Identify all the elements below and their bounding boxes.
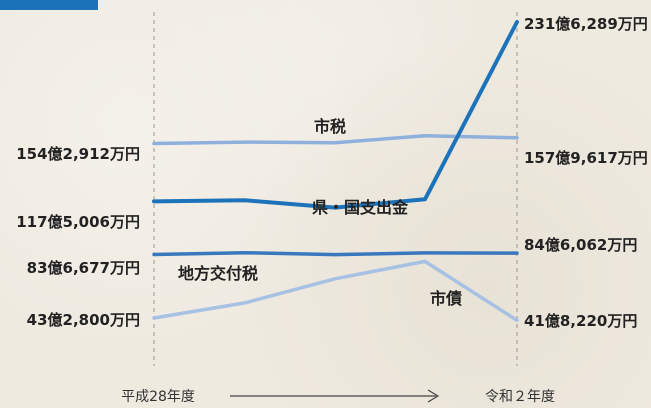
series-3-name-label: 市債 xyxy=(430,289,462,308)
series-1-line xyxy=(152,20,519,210)
x-end-label: 令和２年度 xyxy=(485,389,555,405)
time-arrow-head xyxy=(427,389,440,403)
series-3-end-label: 41億8,220万円 xyxy=(524,312,637,330)
series-3-start-label: 43億2,800万円 xyxy=(27,311,140,329)
series-2-name-label: 地方交付税 xyxy=(178,264,258,283)
series-0-line xyxy=(152,134,519,146)
series-1-start-label: 117億5,006万円 xyxy=(16,213,140,231)
series-0-start-label: 154億2,912万円 xyxy=(16,145,140,163)
series-1-end-label: 231億6,289万円 xyxy=(524,15,648,33)
corner-tab xyxy=(0,0,98,10)
x-start-label: 平成28年度 xyxy=(121,389,195,405)
series-1-name-label: 県・国支出金 xyxy=(312,198,409,217)
series-2-end-label: 84億6,062万円 xyxy=(524,236,637,254)
series-0-name-label: 市税 xyxy=(314,117,346,136)
series-0-end-label: 157億9,617万円 xyxy=(524,149,648,167)
series-2-line xyxy=(152,250,519,257)
series-2-start-label: 83億6,677万円 xyxy=(27,259,140,277)
